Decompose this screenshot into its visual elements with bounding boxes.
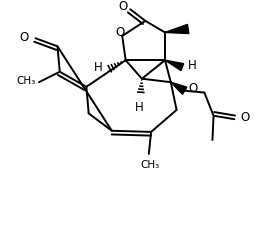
Text: H: H xyxy=(187,59,196,72)
Text: O: O xyxy=(189,82,198,95)
Text: CH₃: CH₃ xyxy=(16,76,36,86)
Text: O: O xyxy=(115,26,124,39)
Polygon shape xyxy=(171,82,187,94)
Text: O: O xyxy=(119,0,128,13)
Polygon shape xyxy=(165,24,189,34)
Text: CH₃: CH₃ xyxy=(140,160,159,170)
Text: O: O xyxy=(240,111,249,124)
Text: O: O xyxy=(19,31,28,44)
Text: H: H xyxy=(94,61,103,74)
Polygon shape xyxy=(165,60,184,71)
Text: H: H xyxy=(135,101,144,114)
